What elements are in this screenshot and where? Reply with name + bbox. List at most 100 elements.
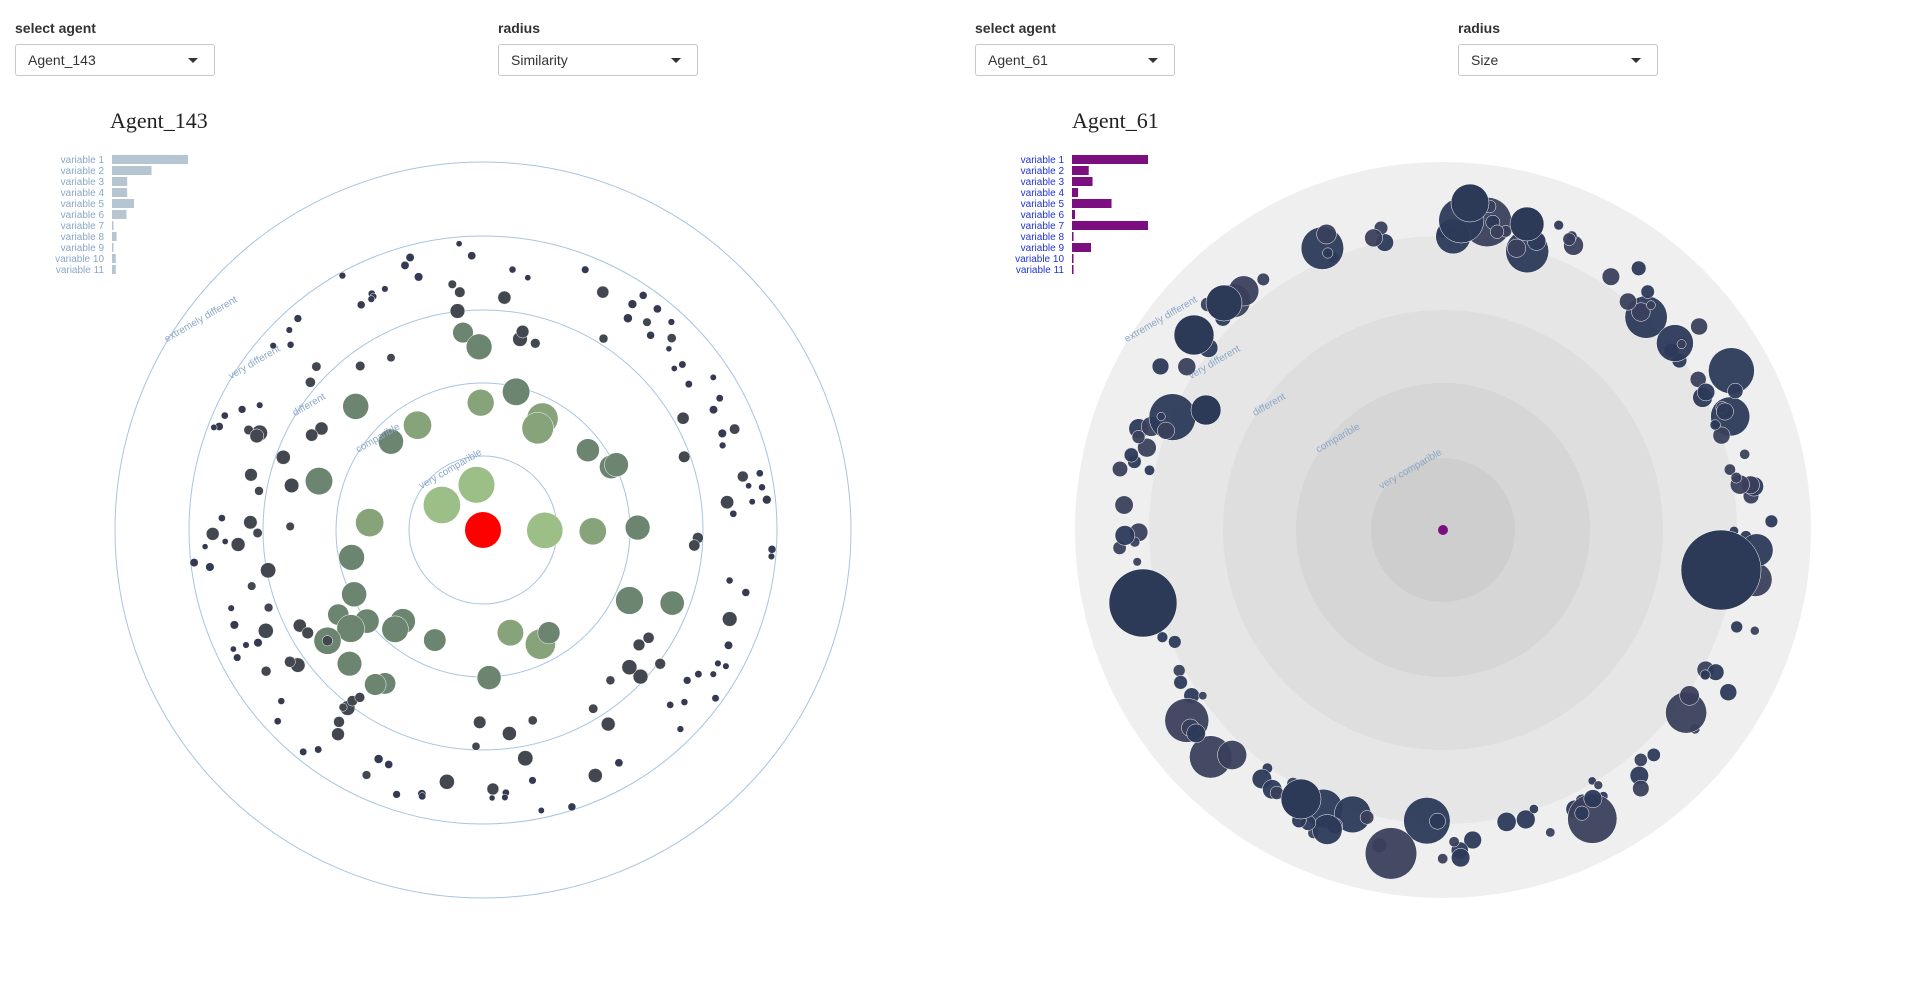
agent-node[interactable]	[1739, 448, 1751, 460]
agent-node[interactable]	[286, 341, 295, 349]
agent-node[interactable]	[227, 604, 235, 612]
agent-node[interactable]	[1707, 663, 1725, 681]
agent-node[interactable]	[189, 558, 199, 568]
agent-node[interactable]	[1451, 848, 1471, 868]
agent-node[interactable]	[1496, 812, 1517, 832]
selected-agent-node[interactable]	[465, 512, 501, 548]
agent-node[interactable]	[1631, 260, 1647, 276]
agent-node[interactable]	[256, 401, 264, 409]
agent-node[interactable]	[260, 562, 277, 579]
agent-node[interactable]	[715, 394, 724, 403]
agent-node[interactable]	[667, 318, 676, 326]
agent-node[interactable]	[1601, 267, 1620, 286]
agent-node[interactable]	[1656, 324, 1694, 362]
agent-node[interactable]	[1316, 223, 1337, 245]
agent-node[interactable]	[1730, 620, 1743, 634]
agent-node[interactable]	[1730, 472, 1742, 484]
agent-node[interactable]	[720, 495, 735, 510]
agent-node[interactable]	[517, 750, 534, 767]
agent-node[interactable]	[646, 331, 655, 340]
agent-node[interactable]	[632, 668, 649, 685]
agent-node[interactable]	[205, 562, 215, 572]
agent-node[interactable]	[260, 665, 272, 677]
agent-node[interactable]	[642, 317, 652, 327]
agent-node[interactable]	[1173, 675, 1188, 690]
agent-node[interactable]	[1156, 412, 1166, 421]
agent-node[interactable]	[467, 251, 477, 261]
agent-node[interactable]	[1217, 740, 1247, 770]
agent-node[interactable]	[1364, 827, 1418, 880]
agent-node[interactable]	[670, 365, 678, 372]
agent-node[interactable]	[653, 304, 662, 314]
agent-node[interactable]	[447, 279, 457, 289]
agent-node[interactable]	[1709, 419, 1721, 431]
agent-node[interactable]	[762, 495, 772, 505]
agent-node[interactable]	[666, 701, 675, 709]
agent-node[interactable]	[709, 373, 717, 381]
agent-node[interactable]	[1632, 779, 1650, 798]
agent-node[interactable]	[497, 290, 512, 305]
agent-node[interactable]	[1429, 812, 1446, 830]
agent-node[interactable]	[333, 716, 345, 728]
agent-select[interactable]: Agent_61	[975, 44, 1175, 76]
agent-node[interactable]	[1619, 292, 1637, 311]
agent-node[interactable]	[476, 665, 502, 690]
agent-node[interactable]	[1676, 339, 1687, 349]
agent-node[interactable]	[683, 676, 692, 685]
agent-node[interactable]	[1727, 382, 1744, 400]
agent-node[interactable]	[596, 285, 610, 299]
agent-node[interactable]	[277, 697, 286, 705]
agent-node[interactable]	[242, 641, 250, 649]
agent-node[interactable]	[210, 423, 218, 431]
agent-node[interactable]	[515, 324, 530, 339]
agent-node[interactable]	[659, 590, 685, 616]
agent-node[interactable]	[684, 380, 693, 389]
agent-node[interactable]	[230, 537, 246, 552]
agent-node[interactable]	[1256, 272, 1270, 286]
agent-node[interactable]	[1364, 228, 1383, 248]
radius-select[interactable]: Similarity	[498, 44, 698, 76]
agent-node[interactable]	[467, 389, 495, 417]
agent-node[interactable]	[576, 438, 600, 462]
agent-node[interactable]	[1111, 460, 1129, 478]
agent-node[interactable]	[414, 272, 424, 282]
agent-node[interactable]	[338, 702, 348, 712]
agent-node[interactable]	[638, 291, 648, 300]
agent-node[interactable]	[314, 745, 323, 754]
agent-node[interactable]	[1132, 557, 1142, 567]
agent-node[interactable]	[722, 611, 738, 627]
agent-node[interactable]	[1177, 357, 1197, 376]
agent-node[interactable]	[502, 726, 517, 741]
agent-node[interactable]	[665, 345, 673, 353]
agent-node[interactable]	[748, 498, 756, 506]
agent-node[interactable]	[285, 521, 295, 531]
agent-node[interactable]	[502, 377, 531, 406]
agent-node[interactable]	[1583, 789, 1603, 809]
agent-node[interactable]	[253, 638, 263, 648]
agent-node[interactable]	[642, 631, 655, 644]
agent-node[interactable]	[524, 274, 532, 282]
agent-node[interactable]	[321, 635, 333, 647]
agent-node[interactable]	[336, 614, 365, 643]
agent-node[interactable]	[724, 640, 733, 650]
agent-node[interactable]	[342, 393, 369, 420]
agent-node[interactable]	[284, 656, 296, 668]
agent-node[interactable]	[1593, 780, 1603, 790]
agent-node[interactable]	[381, 615, 409, 643]
agent-node[interactable]	[758, 483, 766, 492]
agent-node[interactable]	[471, 741, 481, 751]
agent-node[interactable]	[722, 662, 730, 670]
agent-node[interactable]	[452, 322, 474, 344]
agent-node[interactable]	[1144, 464, 1155, 476]
agent-node[interactable]	[755, 469, 764, 478]
agent-node[interactable]	[449, 303, 466, 319]
agent-node[interactable]	[230, 645, 237, 653]
agent-node[interactable]	[331, 727, 345, 741]
agent-node[interactable]	[252, 528, 263, 538]
agent-node[interactable]	[338, 544, 365, 571]
agent-node[interactable]	[1633, 753, 1648, 767]
agent-node[interactable]	[1562, 232, 1576, 246]
selected-agent-node[interactable]	[1438, 525, 1448, 535]
agent-node[interactable]	[338, 271, 347, 280]
agent-node[interactable]	[718, 441, 727, 450]
